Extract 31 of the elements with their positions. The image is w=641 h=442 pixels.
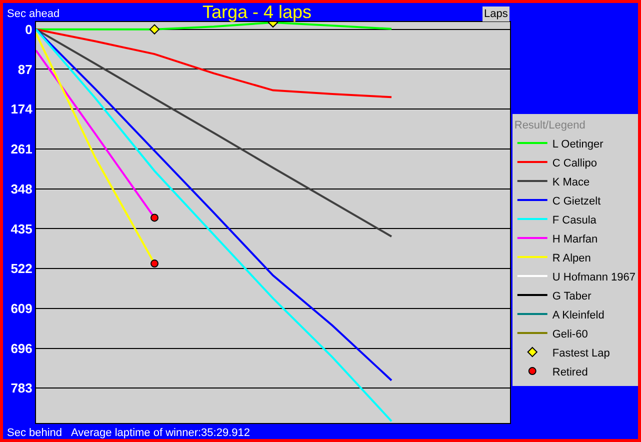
text: Sec behind xyxy=(7,427,62,439)
y-tick-label: 174 xyxy=(10,102,34,117)
legend-label: C Callipo xyxy=(552,157,598,170)
y-tick-label: 696 xyxy=(10,340,32,356)
y-tick-label: 87 xyxy=(18,62,32,77)
legend-label: K Mace xyxy=(552,176,590,188)
legend-label: Fastest Lap xyxy=(552,347,610,360)
y-tick-label: 261 xyxy=(10,142,32,156)
text: Average laptime of winner:35:29.912 xyxy=(71,427,250,439)
legend-label: U Hofmann 1967 xyxy=(552,271,636,284)
legend-label: C Gietzelt xyxy=(552,195,601,208)
y-tick-label: 0 xyxy=(25,22,32,37)
y-tick-label: 348 xyxy=(10,181,32,196)
legend-label: F Casula xyxy=(552,214,598,226)
y-tick-label: 609 xyxy=(10,300,32,316)
legend-label: R Alpen xyxy=(552,252,591,264)
legend-label: A Kleinfeld xyxy=(552,309,604,322)
legend-label: H Marfan xyxy=(552,233,598,246)
legend-label: G Taber xyxy=(552,290,592,302)
y-tick-label: 435 xyxy=(10,221,32,236)
x-axis-title: Laps xyxy=(484,8,508,20)
y-tick-label: 522 xyxy=(10,261,32,276)
line-series xyxy=(36,28,392,238)
line-series xyxy=(36,28,392,98)
legend-label: L Oetinger xyxy=(552,138,604,150)
chart-title: Targa - 4 laps xyxy=(202,2,312,22)
legend-label: Geli-60 xyxy=(552,328,588,340)
legend-title: Result/Legend xyxy=(514,120,586,132)
legend-label: Retired xyxy=(552,366,588,378)
y-axis-title: Sec ahead xyxy=(7,8,60,20)
y-tick-label: 783 xyxy=(10,380,32,396)
